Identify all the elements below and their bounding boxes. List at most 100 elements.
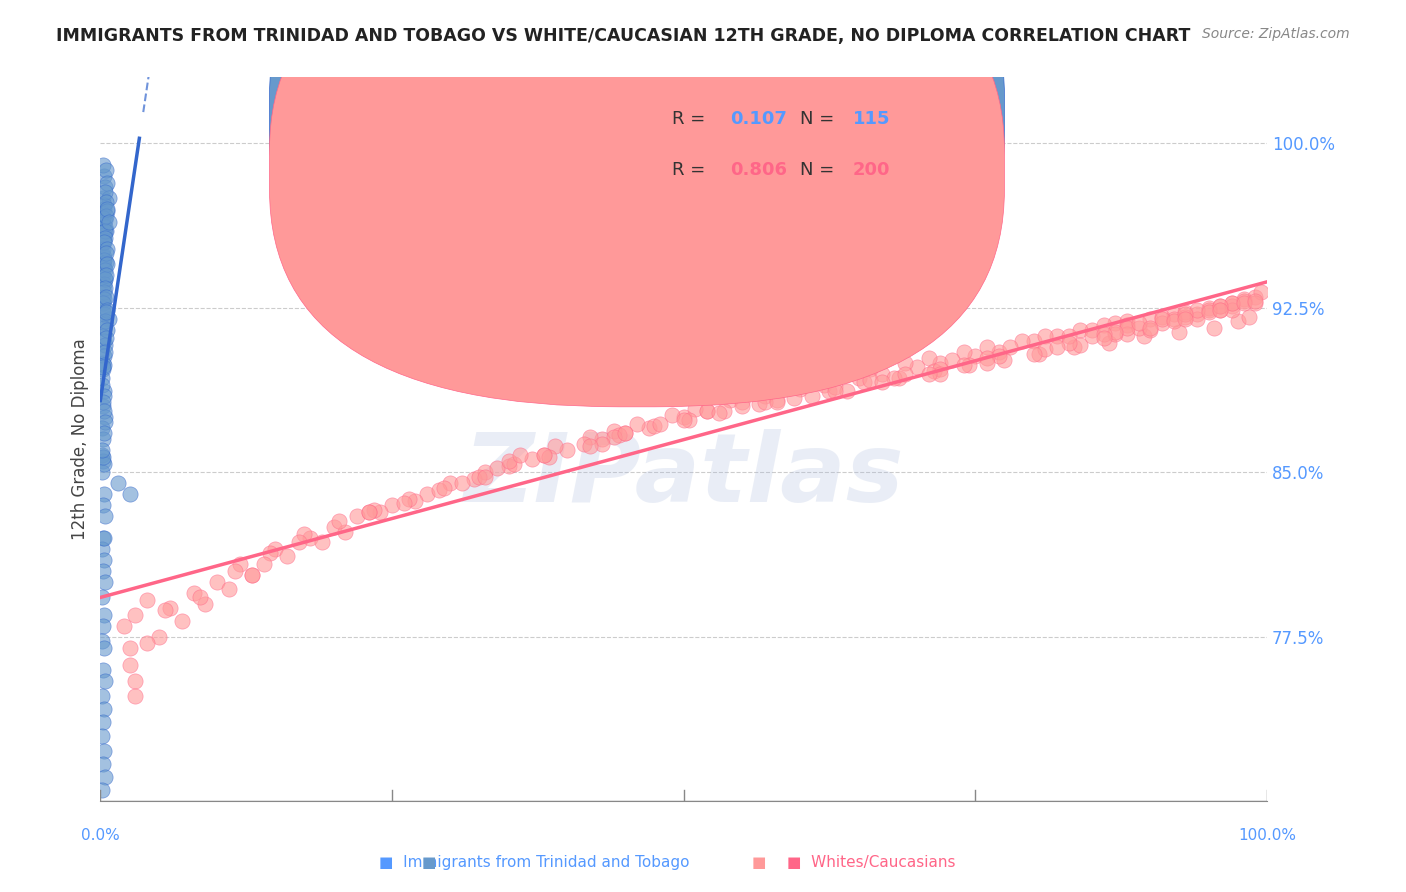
FancyBboxPatch shape xyxy=(270,0,1004,407)
Point xyxy=(824,384,846,398)
Point xyxy=(93,388,115,402)
Point xyxy=(591,437,613,451)
Point xyxy=(1185,302,1208,317)
Point xyxy=(124,607,146,622)
Point xyxy=(1046,340,1069,354)
Point xyxy=(614,425,637,440)
Point xyxy=(392,496,415,510)
Point xyxy=(96,290,118,304)
Point xyxy=(91,359,114,374)
Point xyxy=(124,689,146,703)
Point xyxy=(170,615,193,629)
Text: ■: ■ xyxy=(752,855,766,870)
Point xyxy=(783,391,806,405)
Point xyxy=(941,353,963,368)
Text: ■  Whites/Caucasians: ■ Whites/Caucasians xyxy=(787,855,956,870)
Point xyxy=(555,443,578,458)
Point xyxy=(94,344,117,359)
Point xyxy=(224,564,246,578)
Point xyxy=(1116,327,1139,342)
Point xyxy=(591,433,613,447)
Point xyxy=(94,272,117,286)
Point xyxy=(93,358,115,372)
Point xyxy=(136,636,159,650)
Point xyxy=(754,388,776,402)
Point xyxy=(965,349,987,363)
Point xyxy=(917,351,939,366)
Point xyxy=(643,419,665,434)
Point xyxy=(218,582,240,596)
Point xyxy=(136,592,159,607)
Point xyxy=(924,364,946,378)
Point xyxy=(96,195,118,210)
Point xyxy=(579,439,602,453)
Point xyxy=(678,412,700,426)
Point xyxy=(1209,302,1232,317)
Point xyxy=(91,301,114,315)
Point xyxy=(1000,340,1022,354)
Point xyxy=(463,472,485,486)
Point xyxy=(993,353,1015,368)
Point xyxy=(509,448,531,462)
Point xyxy=(1057,335,1080,350)
Point xyxy=(96,254,118,268)
Point xyxy=(91,400,114,414)
Point xyxy=(91,450,114,464)
Point xyxy=(368,505,391,519)
Point xyxy=(96,323,118,337)
Point xyxy=(90,344,112,359)
Point xyxy=(294,526,316,541)
Point xyxy=(544,439,567,453)
Text: 0.107: 0.107 xyxy=(730,110,787,128)
Point xyxy=(1139,320,1161,334)
Point xyxy=(259,546,281,560)
Point xyxy=(91,191,114,205)
Point xyxy=(93,169,115,183)
Point xyxy=(427,483,450,497)
Point xyxy=(835,367,858,381)
Point xyxy=(93,744,115,758)
Point xyxy=(93,702,115,716)
Point xyxy=(96,305,118,319)
Point xyxy=(533,448,555,462)
Point xyxy=(93,197,115,211)
Point xyxy=(1168,325,1191,339)
Text: ■  Immigrants from Trinidad and Tobago: ■ Immigrants from Trinidad and Tobago xyxy=(380,855,689,870)
Point xyxy=(754,395,776,409)
Point xyxy=(1092,318,1115,333)
Point xyxy=(322,520,344,534)
Point xyxy=(626,417,648,431)
Text: 100.0%: 100.0% xyxy=(1237,828,1296,843)
Point xyxy=(1220,296,1243,310)
Point xyxy=(1244,290,1267,304)
Point xyxy=(498,454,520,468)
Point xyxy=(205,574,228,589)
Point xyxy=(766,392,789,407)
Point xyxy=(93,261,115,276)
Point xyxy=(188,591,211,605)
Point xyxy=(853,376,876,390)
Point xyxy=(93,292,115,306)
Point xyxy=(94,314,117,328)
Point xyxy=(94,230,117,244)
Point xyxy=(93,277,115,291)
Point xyxy=(91,158,114,172)
Point xyxy=(91,619,114,633)
Point xyxy=(94,219,117,234)
Point xyxy=(1185,311,1208,326)
Point xyxy=(118,640,141,655)
Point xyxy=(90,246,112,260)
Text: R =: R = xyxy=(672,110,706,128)
Point xyxy=(93,640,115,655)
Point xyxy=(503,457,526,471)
Point xyxy=(1220,302,1243,317)
Point xyxy=(416,487,439,501)
Point xyxy=(93,250,115,264)
Point xyxy=(1163,314,1185,328)
Point xyxy=(94,185,117,199)
Point xyxy=(107,476,129,491)
Point xyxy=(731,395,754,409)
Point xyxy=(96,204,118,219)
Point xyxy=(94,574,117,589)
Point xyxy=(1104,327,1126,342)
